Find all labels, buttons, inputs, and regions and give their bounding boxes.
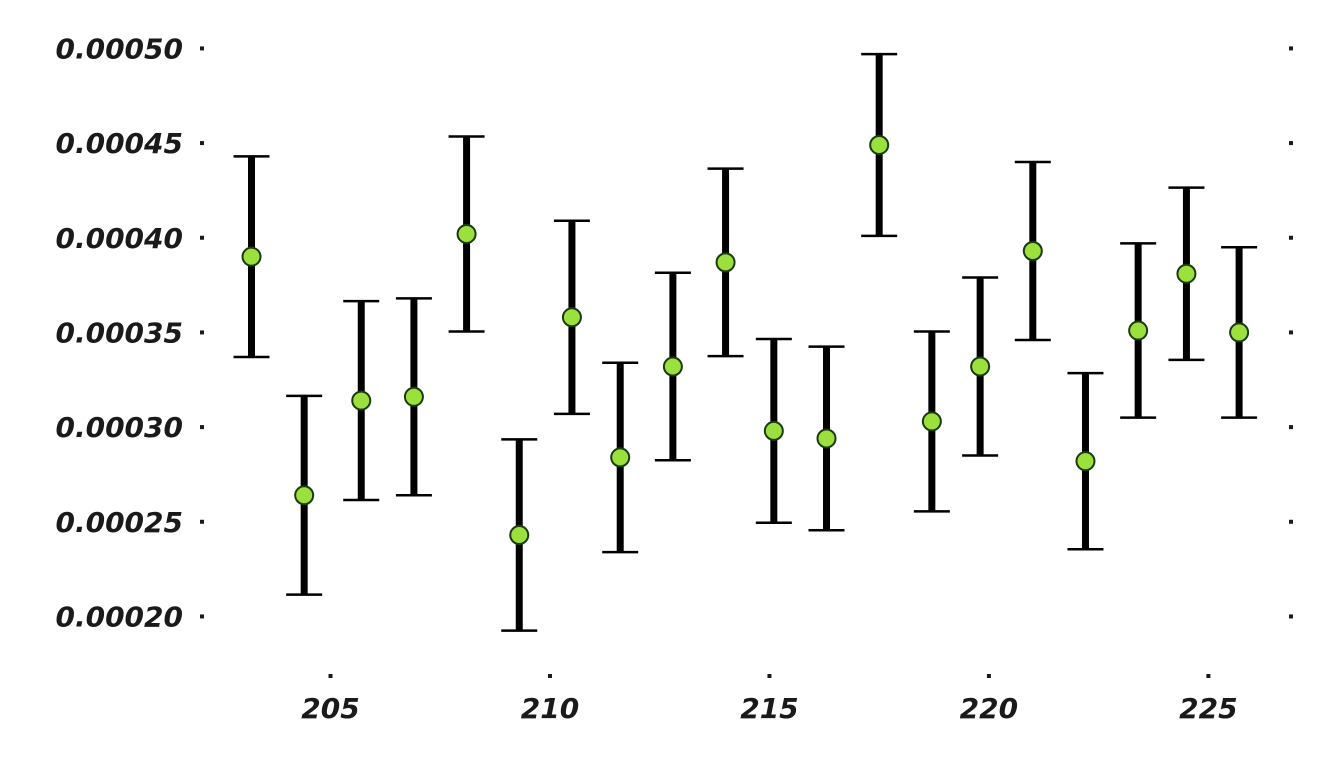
data-point	[1075, 451, 1096, 472]
y-tick-mark-left	[200, 519, 204, 524]
y-tick-mark-left	[200, 425, 204, 430]
y-tick-mark-left	[200, 141, 204, 146]
data-point	[351, 390, 372, 411]
data-point	[1022, 241, 1043, 262]
x-tick-mark	[547, 674, 552, 678]
y-tick-mark-left	[200, 614, 204, 619]
x-tick-label: 215	[740, 692, 798, 725]
y-tick-mark-right	[1289, 141, 1293, 146]
y-tick-label: 0.00030	[55, 411, 183, 444]
data-point	[715, 252, 736, 273]
y-tick-mark-right	[1289, 235, 1293, 240]
data-point	[921, 411, 942, 432]
data-point	[869, 134, 890, 155]
y-tick-label: 0.00050	[55, 32, 183, 65]
x-tick-label: 210	[521, 692, 579, 725]
x-tick-label: 220	[960, 692, 1018, 725]
data-point	[294, 485, 315, 506]
y-tick-label: 0.00035	[55, 316, 183, 349]
data-point	[561, 307, 582, 328]
data-point	[403, 386, 424, 407]
data-point	[1176, 263, 1197, 284]
y-tick-label: 0.00040	[55, 222, 183, 255]
data-point	[662, 356, 683, 377]
y-tick-mark-right	[1289, 519, 1293, 524]
data-point	[1229, 322, 1250, 343]
data-point	[970, 356, 991, 377]
data-point	[456, 223, 477, 244]
y-tick-label: 0.00025	[55, 506, 183, 539]
y-tick-label: 0.00020	[55, 600, 183, 633]
y-tick-mark-left	[200, 330, 204, 335]
data-point	[763, 420, 784, 441]
y-tick-mark-right	[1289, 330, 1293, 335]
x-axis: 205 210 215 220 225	[301, 674, 1238, 725]
data-points	[241, 134, 1250, 546]
y-tick-mark-right	[1289, 46, 1293, 51]
y-tick-mark-right	[1289, 614, 1293, 619]
y-axis-left: 0.00020 0.00025 0.00030 0.00035 0.00040 0.000…	[55, 32, 204, 633]
data-point	[1128, 320, 1149, 341]
y-tick-label: 0.00045	[55, 127, 183, 160]
y-tick-mark-left	[200, 235, 204, 240]
y-axis-right	[1289, 46, 1293, 619]
errorbars	[233, 52, 1258, 632]
x-tick-mark	[328, 674, 333, 678]
data-point	[816, 428, 837, 449]
data-point	[241, 246, 262, 267]
x-tick-mark	[767, 674, 772, 678]
x-tick-label: 205	[301, 692, 359, 725]
x-tick-mark	[986, 674, 991, 678]
y-tick-mark-left	[200, 46, 204, 51]
x-tick-mark	[1206, 674, 1211, 678]
data-point	[509, 525, 530, 546]
x-tick-label: 225	[1179, 692, 1237, 725]
y-tick-mark-right	[1289, 425, 1293, 430]
data-point	[610, 447, 631, 468]
